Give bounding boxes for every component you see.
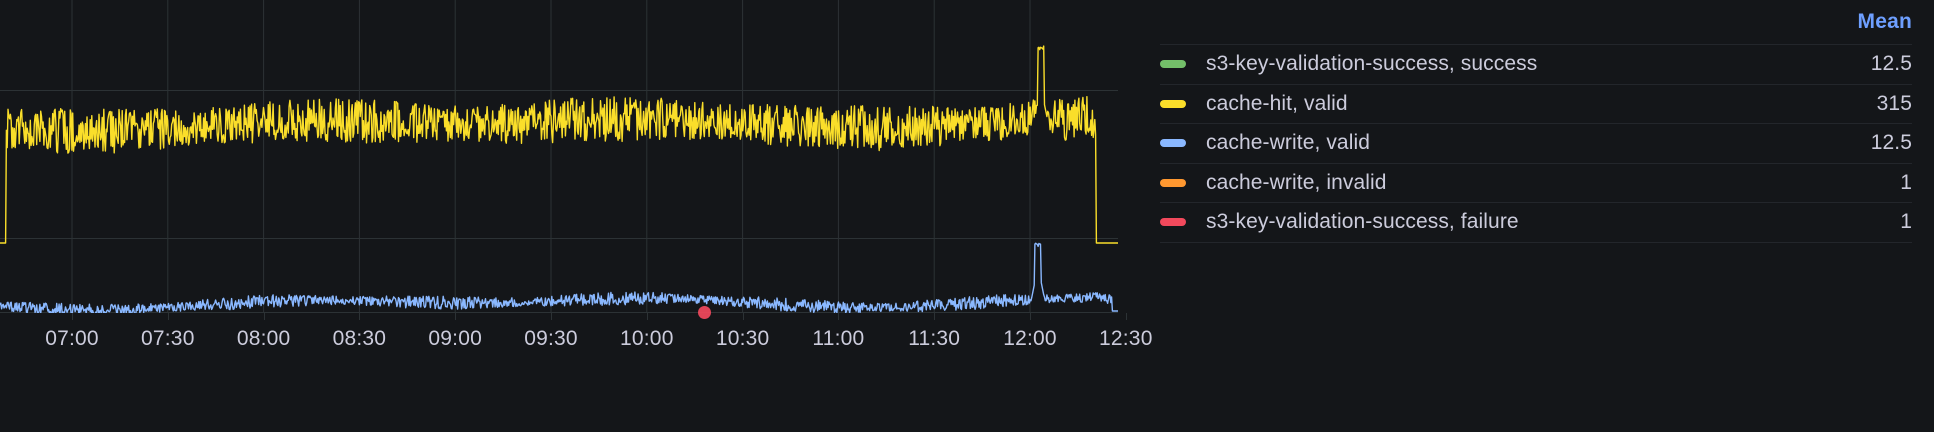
legend-item-s3-key-validation-success-success[interactable]: s3-key-validation-success, success 12.5 [1160,44,1912,84]
legend-color-swatch[interactable] [1160,60,1186,69]
x-axis-tick-label: 11:30 [908,327,961,350]
x-axis-tick-label: 11:00 [812,327,865,350]
series-line-cache-write-valid [0,242,1118,313]
legend-item-label: cache-write, valid [1206,131,1371,155]
x-axis-tick-label: 08:30 [332,327,387,350]
x-axis-tick-mark [359,313,361,320]
x-axis-tick-mark [838,313,840,320]
x-axis-tick-label: 08:00 [236,327,291,350]
x-axis-tick-label: 10:30 [715,327,770,350]
legend-item-cache-hit-valid[interactable]: cache-hit, valid 315 [1160,83,1912,124]
legend-item-cache-write-valid[interactable]: cache-write, valid 12.5 [1160,123,1912,163]
legend-item-label: cache-hit, valid [1206,91,1348,115]
x-axis-tick-mark [455,313,457,320]
x-axis-tick-label: 09:00 [428,327,482,350]
legend-color-swatch[interactable] [1160,99,1186,108]
x-axis-tick-mark [167,313,169,320]
annotation-marker[interactable] [697,306,711,319]
x-axis-tick-mark [551,313,552,320]
legend-item-label: s3-key-validation-success, success [1206,52,1538,76]
legend-color-swatch[interactable] [1160,178,1186,187]
x-axis-tick-mark [742,313,744,320]
x-axis-tick-label: 10:00 [620,327,674,350]
x-axis-tick-label: 07:00 [45,327,99,350]
graph-area[interactable]: 07:00 07:30 08:00 08:30 09:00 09:30 10:00 10:30… [0,0,1152,432]
x-axis-tick-mark [263,313,265,320]
x-axis-tick-label: 12:30 [1099,327,1153,350]
legend-item-mean-value: 12.5 [1870,131,1912,155]
x-axis-tick-mark [1125,313,1127,320]
legend-item-label: cache-write, invalid [1206,170,1387,194]
x-axis: 07:00 07:30 08:00 08:30 09:00 09:30 10:00 10:30… [0,313,1152,432]
legend-item-cache-write-invalid[interactable]: cache-write, invalid 1 [1160,162,1912,203]
legend-item-mean-value: 12.5 [1870,52,1912,76]
x-axis-tick-mark [72,313,73,320]
x-axis-tick-mark [646,313,648,320]
x-axis-tick-label: 07:30 [141,327,195,350]
legend: Mean s3-key-validation-success, success 1… [1118,0,1934,432]
legend-item-mean-value: 1 [1900,170,1912,194]
vertical-gridlines [71,0,1031,313]
plot-canvas[interactable] [0,0,1118,313]
horizontal-gridlines [0,90,1118,313]
legend-color-swatch[interactable] [1160,139,1186,148]
x-axis-tick-label: 09:30 [524,327,578,350]
legend-color-swatch[interactable] [1160,218,1186,227]
series-line-cache-hit-valid [0,45,1118,244]
legend-item-label: s3-key-validation-success, failure [1206,210,1519,234]
plot-svg [0,0,1118,313]
legend-item-s3-key-validation-success-failure[interactable]: s3-key-validation-success, failure 1 [1160,202,1912,243]
x-axis-tick-mark [934,313,936,320]
legend-item-mean-value: 1 [1900,210,1912,234]
legend-item-mean-value: 315 [1876,91,1912,115]
legend-header-mean[interactable]: Mean [1857,10,1912,33]
legend-rows: s3-key-validation-success, success 12.5 ca… [1160,44,1912,243]
x-axis-tick-label: 12:00 [1003,327,1057,350]
legend-header: Mean [1160,0,1912,44]
x-axis-tick-mark [1030,313,1031,320]
